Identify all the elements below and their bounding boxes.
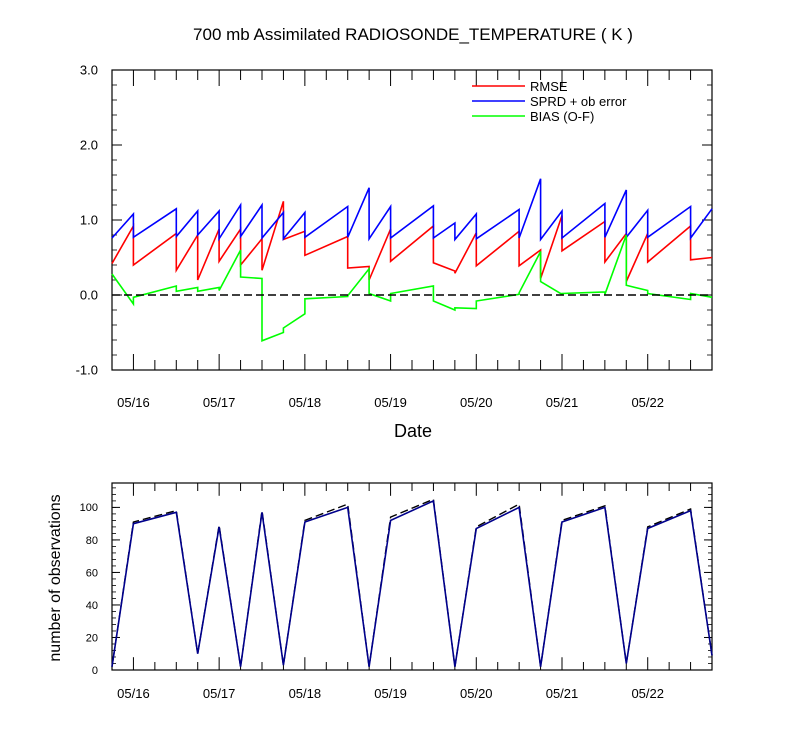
bottom-xtick-label: 05/22 — [631, 686, 664, 701]
top-series-rmse — [111, 201, 713, 282]
legend-label: RMSE — [530, 79, 568, 94]
top-ytick-label: 3.0 — [80, 63, 98, 78]
bottom-ytick-label: 60 — [86, 567, 98, 579]
legend-label: BIAS (O-F) — [530, 109, 594, 124]
legend-label: SPRD + ob error — [530, 94, 627, 109]
bottom-series-observations-solid — [111, 499, 713, 667]
bottom-ytick-label: 40 — [86, 600, 98, 612]
bottom-ytick-label: 20 — [86, 632, 98, 644]
y-axis-title-observations: number of observations — [47, 494, 64, 661]
bottom-xtick-label: 05/19 — [374, 686, 407, 701]
top-xtick-label: 05/19 — [374, 395, 407, 410]
top-series-bias-o-f — [111, 234, 713, 342]
chart-title: 700 mb Assimilated RADIOSONDE_TEMPERATUR… — [193, 25, 633, 44]
bottom-series-observations-dashed — [111, 498, 713, 667]
x-axis-title: Date — [394, 421, 432, 441]
top-ytick-label: 2.0 — [80, 138, 98, 153]
bottom-xtick-label: 05/17 — [203, 686, 236, 701]
top-ytick-label: 1.0 — [80, 213, 98, 228]
top-xtick-label: 05/21 — [546, 395, 579, 410]
bottom-ytick-label: 80 — [86, 535, 98, 547]
bottom-ytick-label: 0 — [92, 665, 98, 677]
top-frame — [111, 69, 713, 371]
bottom-xtick-label: 05/18 — [289, 686, 322, 701]
top-xtick-label: 05/16 — [117, 395, 150, 410]
top-series-sprd-ob-error — [111, 178, 713, 242]
top-xtick-label: 05/22 — [631, 395, 664, 410]
bottom-xtick-label: 05/20 — [460, 686, 493, 701]
top-xtick-label: 05/17 — [203, 395, 236, 410]
bottom-ytick-label: 100 — [80, 502, 98, 514]
top-ytick-label: 0.0 — [80, 288, 98, 303]
top-xtick-label: 05/18 — [289, 395, 322, 410]
top-panel: -1.0 0.0 1.0 2.0 3.0 05/16 05/17 05/18 05/19 05/2… — [76, 63, 713, 410]
top-xtick-label: 05/20 — [460, 395, 493, 410]
bottom-xtick-label: 05/21 — [546, 686, 579, 701]
top-ytick-label: -1.0 — [76, 363, 98, 378]
bottom-xtick-label: 05/16 — [117, 686, 150, 701]
bottom-panel: 0 20 40 60 80 100 05/16 05/17 05/18 05/19 05/20 05/… — [80, 482, 713, 701]
